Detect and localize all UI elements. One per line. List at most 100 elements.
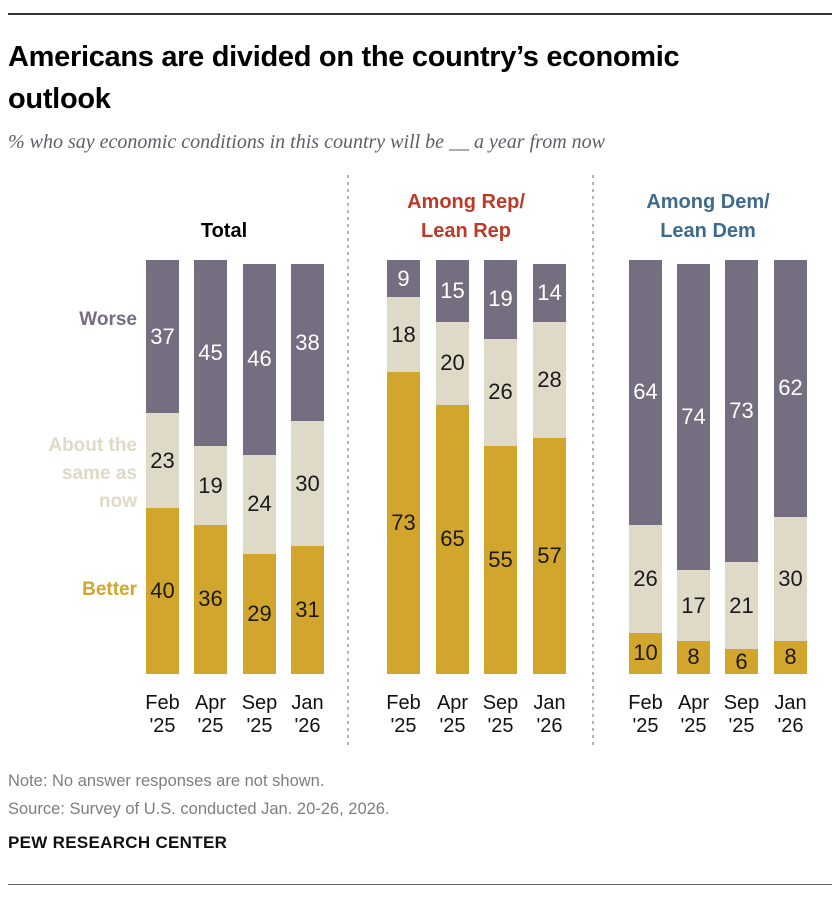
x-axis-label-line-2: '25 [390,715,417,737]
bar-value-label-worse: 62 [778,375,803,401]
x-axis-label-total-4: Jan '26 [276,692,340,738]
x-axis-label-line-2: '25 [680,715,707,737]
bar-value-label-better: 29 [247,600,272,626]
bar-value-label-better: 8 [687,644,700,670]
x-axis-label-rep-4: Jan '26 [518,692,582,738]
bar-value-label-worse: 37 [150,323,175,349]
bar-segment-same: 30 [774,516,807,641]
bar-value-label-worse: 73 [729,398,754,424]
bar-value-label-better: 6 [735,648,748,674]
bar-value-label-same: 21 [729,592,754,618]
bar-segment-better: 8 [677,640,710,674]
bar-segment-same: 24 [243,454,276,554]
x-axis-label-line-2: '25 [149,715,176,737]
bottom-rule [8,884,832,885]
bar-segment-worse: 62 [774,260,807,517]
bar-value-label-better: 40 [150,578,175,604]
x-axis-label-line-1: Feb [145,692,180,714]
x-axis-label-rep-3: Sep '25 [469,692,533,738]
panel-header-rep: Among Rep/Lean Rep [356,188,576,246]
bar-value-label-same: 20 [440,350,465,376]
x-axis-label-line-2: '25 [439,715,466,737]
bar-segment-better: 65 [436,404,469,674]
panel-header-rep-line-1: Among Rep/ [407,191,525,213]
panel-header-rep-line-2: Lean Rep [420,220,512,242]
bar-segment-same: 21 [725,562,758,650]
bar-value-label-same: 18 [391,321,416,347]
bar-segment-same: 28 [533,322,566,438]
stacked-bar-dem-3: 73 21 6 [725,260,758,674]
stacked-bar-total-3: 46 24 29 [243,264,276,674]
bar-segment-worse: 46 [243,264,276,455]
legend-label-better: Better [82,579,137,600]
stacked-bar-total-1: 37 23 40 [146,260,179,674]
bar-value-label-same: 23 [150,447,175,473]
bar-segment-worse: 14 [533,264,566,323]
bar-value-label-worse: 38 [295,329,320,355]
brand-footer: PEW RESEARCH CENTER [8,833,228,852]
x-axis-label-line-2: '25 [632,715,659,737]
chart-subtitle: % who say economic conditions in this co… [8,131,605,153]
bar-value-label-worse: 74 [681,404,706,430]
bar-segment-worse: 37 [146,260,179,414]
bar-value-label-worse: 64 [633,379,658,405]
bar-segment-worse: 74 [677,264,710,571]
bar-value-label-same: 30 [295,470,320,496]
panel-header-dem-line-1: Among Dem/ [646,191,770,213]
bar-segment-same: 23 [146,413,179,509]
bar-value-label-better: 8 [784,644,797,670]
bar-segment-better: 10 [629,632,662,674]
legend-label-worse: Worse [79,309,137,330]
x-axis-label-line-1: Sep [241,692,278,714]
x-axis-label-line-2: '26 [536,715,563,737]
bar-value-label-same: 28 [537,367,562,393]
x-axis-label-dem-2: Apr '25 [662,692,726,738]
bar-segment-better: 40 [146,508,179,674]
panel-header-total: Total [114,217,334,246]
bar-segment-better: 31 [291,545,324,674]
x-axis-label-line-1: Apr [677,692,710,714]
x-axis-label-total-3: Sep '25 [228,692,292,738]
x-axis-label-line-1: Apr [194,692,227,714]
legend-label-same-line-1: About the [48,435,137,456]
x-axis-label-dem-1: Feb '25 [614,692,678,738]
x-axis-label-dem-4: Jan '26 [759,692,823,738]
bar-value-label-better: 57 [537,542,562,568]
bar-segment-better: 29 [243,553,276,674]
x-axis-label-line-2: '25 [728,715,755,737]
x-axis-label-line-2: '25 [197,715,224,737]
panel-header-total-line-1: Total [200,220,248,242]
stacked-bar-dem-4: 62 30 8 [774,260,807,674]
x-axis-label-line-1: Sep [723,692,760,714]
x-axis-label-total-2: Apr '25 [179,692,243,738]
bar-segment-worse: 64 [629,260,662,525]
bar-value-label-same: 26 [633,565,658,591]
x-axis-label-total-1: Feb '25 [131,692,195,738]
legend-label-same-line-2: same as [61,463,137,484]
panel-header-dem: Among Dem/Lean Dem [598,188,818,246]
bar-segment-better: 55 [484,446,517,674]
bar-value-label-better: 10 [633,640,658,666]
chart-source: Source: Survey of U.S. conducted Jan. 20… [8,800,390,818]
bar-segment-same: 26 [484,338,517,447]
x-axis-label-line-1: Jan [533,692,566,714]
x-axis-label-rep-2: Apr '25 [421,692,485,738]
x-axis-label-line-2: '26 [294,715,321,737]
bar-value-label-better: 65 [440,526,465,552]
bar-segment-better: 36 [194,524,227,674]
bar-value-label-same: 26 [488,379,513,405]
stacked-bar-rep-1: 9 18 73 [387,260,420,674]
x-axis-label-dem-3: Sep '25 [710,692,774,738]
bar-segment-same: 17 [677,570,710,641]
bar-segment-worse: 73 [725,260,758,563]
bar-value-label-worse: 15 [440,278,465,304]
bar-segment-worse: 19 [484,260,517,339]
bar-value-label-worse: 19 [488,286,513,312]
bar-value-label-better: 73 [391,509,416,535]
bar-segment-same: 18 [387,297,420,372]
bar-segment-better: 6 [725,649,758,674]
page-title: Americans are divided on the country’s e… [8,36,808,120]
stacked-bar-total-2: 45 19 36 [194,260,227,674]
stacked-bar-rep-4: 14 28 57 [533,264,566,674]
